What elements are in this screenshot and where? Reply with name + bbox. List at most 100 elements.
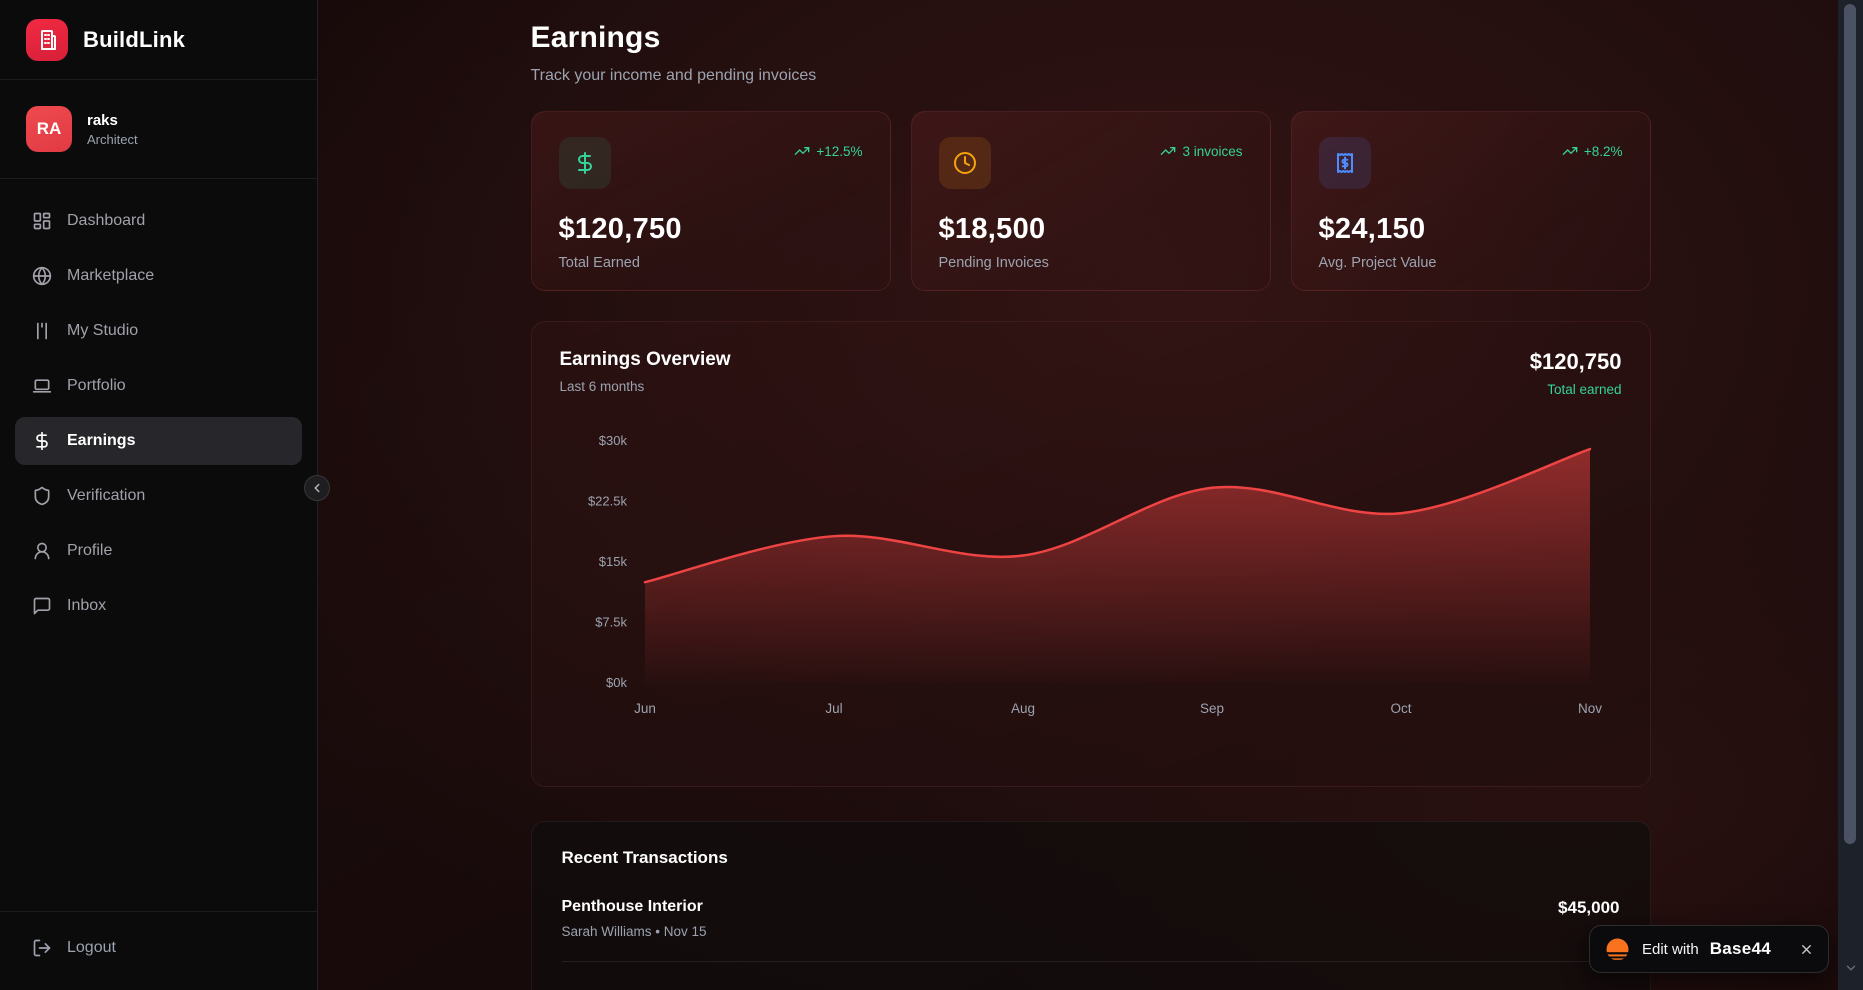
sidebar-nav: Dashboard Marketplace My Studio Portfoli…: [0, 179, 317, 911]
logout-section: Logout: [0, 911, 317, 990]
x-axis-tick-label: Jul: [825, 701, 842, 716]
stat-card-total-earned: +12.5% $120,750 Total Earned: [530, 111, 891, 291]
stat-label: Avg. Project Value: [1318, 255, 1437, 271]
logout-label: Logout: [67, 939, 116, 956]
base44-brand: Base44: [1709, 939, 1772, 958]
app-name: BuildLink: [83, 26, 186, 52]
trending-up-icon: [1161, 147, 1176, 155]
x-axis-tick-label: Aug: [1010, 701, 1034, 716]
receipt-icon: [1318, 137, 1371, 189]
transaction-name: Penthouse Interior: [561, 898, 703, 915]
stat-card-pending-invoices: 3 invoices $18,500 Pending Invoices: [910, 111, 1271, 291]
sidebar-item-earnings[interactable]: Earnings: [15, 417, 302, 465]
page-title: Earnings: [530, 21, 661, 54]
sidebar-item-label: Portfolio: [67, 377, 126, 394]
trending-up-icon: [794, 147, 810, 155]
earnings-chart: $0k $7.5k $15k $22.5k $30k Jun Jul Aug Sep Oct Nov: [560, 411, 1622, 734]
stat-value: $24,150: [1318, 213, 1426, 245]
page-subtitle: Track your income and pending invoices: [530, 67, 817, 84]
sidebar-item-marketplace[interactable]: Marketplace: [15, 252, 302, 300]
logo-section: BuildLink: [0, 0, 317, 80]
sidebar-item-verification[interactable]: Verification: [15, 472, 302, 520]
base44-close-button[interactable]: [1799, 942, 1814, 957]
edit-with-base44-badge[interactable]: Edit with Base44: [1589, 925, 1829, 973]
y-axis-tick-label: $7.5k: [595, 615, 627, 630]
scroll-down-arrow[interactable]: [1844, 961, 1858, 980]
trending-up-icon: [1562, 147, 1578, 155]
avatar: RA: [26, 106, 72, 152]
laptop-icon: [32, 379, 52, 393]
area-chart-canvas: $0k $7.5k $15k $22.5k $30k Jun Jul Aug Sep Oct Nov: [587, 433, 1601, 716]
sidebar-item-label: Dashboard: [67, 212, 146, 229]
sidebar-item-profile[interactable]: Profile: [15, 527, 302, 575]
user-info: raks Architect: [87, 112, 138, 147]
buildlink-logo-icon: [26, 18, 68, 61]
clock-icon: [938, 137, 991, 189]
shield-icon: [34, 486, 50, 506]
chevron-left-icon: [314, 483, 320, 493]
chart-area-fill: [644, 449, 1590, 683]
trend-value: 3 invoices: [1182, 143, 1243, 159]
sidebar-item-label: Inbox: [67, 597, 107, 614]
trend-badge: +8.2%: [1562, 143, 1623, 159]
sidebar-item-label: Earnings: [67, 432, 136, 449]
transaction-row: Penthouse Interior Sarah Williams • Nov …: [561, 898, 1620, 962]
dashboard-icon: [33, 212, 51, 230]
sidebar-item-inbox[interactable]: Inbox: [15, 582, 302, 630]
sidebar-item-label: Profile: [67, 542, 113, 559]
transaction-meta: Sarah Williams • Nov 15: [561, 924, 707, 939]
transaction-info: Penthouse Interior Sarah Williams • Nov …: [562, 898, 707, 939]
sidebar-item-my-studio[interactable]: My Studio: [15, 307, 302, 355]
chart-subtitle: Last 6 months: [559, 379, 645, 394]
trend-value: +8.2%: [1583, 143, 1623, 159]
y-axis-tick-label: $15k: [598, 554, 627, 569]
dollar-sign-icon: [36, 431, 48, 451]
earnings-overview-panel: Earnings Overview Last 6 months $120,750…: [530, 321, 1651, 787]
page-scrollbar[interactable]: [1838, 0, 1863, 990]
trend-badge: +12.5%: [794, 143, 863, 159]
base44-prefix: Edit with: [1642, 940, 1699, 958]
x-axis-tick-label: Oct: [1390, 701, 1411, 716]
logout-icon: [33, 939, 51, 957]
y-axis-tick-label: $22.5k: [587, 494, 627, 509]
pen-ruler-icon: [37, 322, 48, 340]
transaction-amount: $45,000: [1558, 898, 1620, 917]
x-axis-tick-label: Jun: [634, 701, 656, 716]
user-icon: [34, 542, 50, 560]
main-content: Earnings Track your income and pending i…: [318, 0, 1863, 990]
transactions-title: Recent Transactions: [561, 848, 728, 867]
stat-value: $120,750: [558, 213, 682, 245]
recent-transactions-panel: Recent Transactions Penthouse Interior S…: [530, 821, 1651, 990]
y-axis-tick-label: $0k: [606, 675, 627, 690]
sidebar-item-dashboard[interactable]: Dashboard: [15, 197, 302, 245]
chart-total-value: $120,750: [1529, 349, 1622, 374]
trend-badge: 3 invoices: [1160, 143, 1243, 159]
logout-button[interactable]: Logout: [15, 926, 302, 970]
sidebar-collapse-button[interactable]: [304, 475, 330, 501]
chart-title: Earnings Overview: [559, 349, 731, 370]
stat-value: $18,500: [938, 213, 1046, 245]
stat-card-avg-project-value: +8.2% $24,150 Avg. Project Value: [1290, 111, 1651, 291]
sidebar-item-portfolio[interactable]: Portfolio: [15, 362, 302, 410]
dollar-sign-icon: [558, 137, 611, 189]
message-square-icon: [33, 597, 51, 615]
stats-row: +12.5% $120,750 Total Earned 3 invoices: [530, 111, 1651, 291]
chevron-down-icon: [1846, 965, 1855, 971]
sidebar: BuildLink RA raks Architect Dashboard Ma…: [0, 0, 330, 990]
user-section: RA raks Architect: [0, 80, 317, 179]
sidebar-item-label: My Studio: [67, 322, 139, 339]
scrollbar-thumb[interactable]: [1844, 4, 1856, 844]
y-axis-tick-label: $30k: [598, 433, 627, 448]
sidebar-item-label: Verification: [67, 487, 146, 504]
trend-value: +12.5%: [816, 143, 863, 159]
base44-sun-icon: [1604, 938, 1631, 961]
close-icon: [1802, 944, 1811, 954]
user-role: Architect: [87, 131, 138, 147]
chart-total-label: Total earned: [1547, 382, 1622, 397]
stat-label: Pending Invoices: [938, 255, 1049, 271]
user-name: raks: [87, 111, 118, 129]
chart-line: [643, 447, 1591, 584]
sidebar-item-label: Marketplace: [67, 267, 155, 284]
stat-label: Total Earned: [558, 255, 640, 271]
